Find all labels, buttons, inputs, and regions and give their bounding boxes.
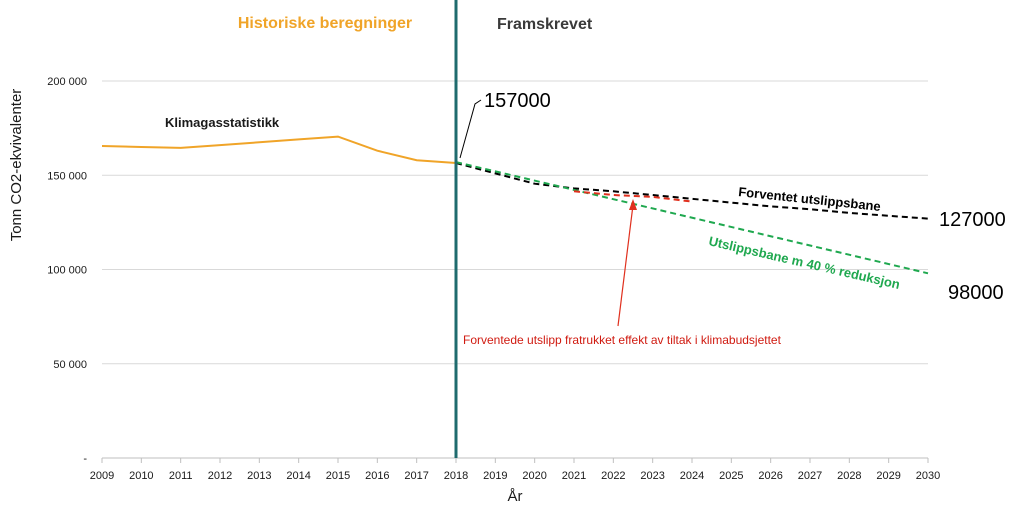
red-note-label: Forventede utslipp fratrukket effekt av … [463, 333, 782, 347]
y-tick-label: - [83, 453, 87, 465]
x-tick-label: 2012 [208, 470, 232, 482]
x-tick-label: 2009 [90, 470, 114, 482]
y-tick-label: 100 000 [47, 265, 87, 277]
x-tick-label: 2017 [404, 470, 428, 482]
y-axis-title: Tonn CO2-ekvivalenter [8, 89, 25, 242]
start-value-leader-line [459, 99, 482, 159]
gridlines [102, 80, 928, 459]
line-klimagasstatistikk [101, 135, 457, 164]
series-label-klimagasstatistikk: Klimagasstatistikk [165, 115, 280, 130]
line-forventet-utslippsbane [455, 162, 929, 220]
x-tick-label: 2021 [562, 470, 586, 482]
red-note-arrowhead [629, 199, 637, 210]
x-tick-label: 2015 [326, 470, 350, 482]
x-tick-label: 2024 [680, 470, 704, 482]
series-label-reduction: Utslippsbane m 40 % reduksjon [707, 233, 901, 292]
x-tick-label: 2019 [483, 470, 507, 482]
x-tick-label: 2014 [286, 470, 310, 482]
historic-period-label: Historiske beregninger [238, 15, 412, 32]
line-40-reduksjon [455, 161, 929, 275]
start-value-label: 157000 [484, 90, 551, 112]
x-tick-label: 2020 [522, 470, 546, 482]
x-tick-label: 2028 [837, 470, 861, 482]
x-tick-label: 2018 [444, 470, 468, 482]
x-tick-label: 2010 [129, 470, 153, 482]
x-tick-labels: 2009 2010 2011 2012 2013 2014 2015 2016 2017 2018… [90, 458, 940, 482]
x-tick-label: 2011 [169, 470, 193, 482]
series-label-forventet: Forventet utslippsbane [738, 184, 882, 214]
x-axis-title: År [508, 488, 523, 505]
y-tick-labels: - 50 000 100 000 150 000 200 000 [47, 76, 87, 465]
x-tick-label: 2025 [719, 470, 743, 482]
projected-period-label: Framskrevet [497, 16, 593, 33]
y-tick-label: 50 000 [53, 359, 87, 371]
end-reduction-value-label: 98000 [948, 282, 1004, 304]
x-tick-label: 2016 [365, 470, 389, 482]
x-tick-label: 2027 [798, 470, 822, 482]
y-tick-label: 150 000 [47, 170, 87, 182]
x-tick-label: 2030 [916, 470, 940, 482]
series-lines [101, 135, 929, 275]
red-note-arrow [617, 204, 634, 327]
x-tick-label: 2029 [876, 470, 900, 482]
x-tick-label: 2023 [640, 470, 664, 482]
x-tick-label: 2022 [601, 470, 625, 482]
end-expected-value-label: 127000 [939, 209, 1006, 231]
x-tick-label: 2013 [247, 470, 271, 482]
x-tick-label: 2026 [758, 470, 782, 482]
y-tick-label: 200 000 [47, 76, 87, 88]
